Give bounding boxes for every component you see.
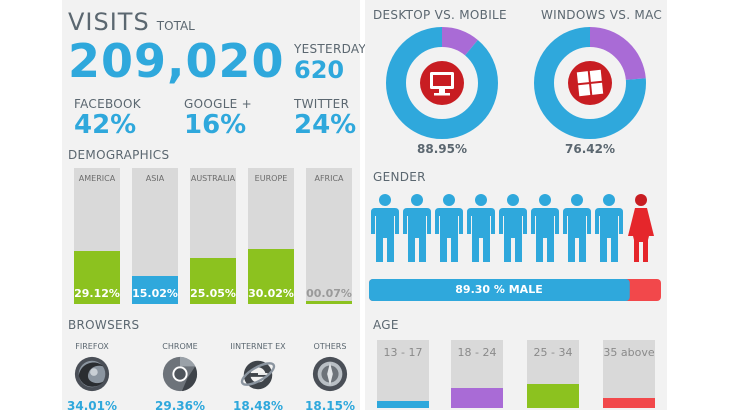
internet-explorer-icon bbox=[240, 360, 276, 390]
male-person-icon bbox=[499, 194, 527, 262]
age-bar-1: 13 - 17 bbox=[377, 340, 429, 408]
browser-chrome-value: 29.36% bbox=[155, 399, 205, 410]
browser-firefox: FIREFOX 34.01% bbox=[62, 342, 122, 410]
visits-total-label: TOTAL bbox=[156, 19, 195, 33]
gender-bar bbox=[369, 279, 661, 301]
demographics-bar-label: AFRICA bbox=[314, 174, 344, 183]
male-person-icon bbox=[371, 194, 399, 262]
browser-others: OTHERS 18.15% bbox=[300, 342, 360, 410]
browser-internet-explorer: IINTERNET EX 18.48% bbox=[228, 342, 288, 410]
twitter-label: TWITTER bbox=[294, 97, 350, 111]
browser-internet-explorer-label: IINTERNET EX bbox=[230, 342, 286, 351]
male-person-icon bbox=[435, 194, 463, 262]
browser-others-label: OTHERS bbox=[313, 342, 347, 351]
demographics-bar-value: 30.02% bbox=[248, 287, 294, 300]
age-bar-3: 25 - 34 bbox=[527, 340, 579, 408]
google-label: GOOGLE + bbox=[184, 97, 253, 111]
windows-mac-donut bbox=[534, 27, 646, 139]
demographics-title: DEMOGRAPHICS bbox=[68, 148, 170, 162]
browser-chrome-label: CHROME bbox=[162, 342, 198, 351]
chrome-icon bbox=[162, 356, 198, 392]
gender-bar-label: 89.30 % MALE bbox=[455, 283, 543, 296]
male-person-icon bbox=[403, 194, 431, 262]
windows-icon-badge bbox=[568, 61, 612, 105]
twitter-value: 24% bbox=[294, 110, 357, 140]
desktop-mobile-value: 88.95% bbox=[417, 142, 467, 156]
browser-firefox-value: 34.01% bbox=[67, 399, 117, 410]
facebook-label: FACEBOOK bbox=[74, 97, 141, 111]
demographics-bar-fill bbox=[74, 250, 120, 304]
age-bar-2: 18 - 24 bbox=[451, 340, 503, 408]
demographics-bar-value: 29.12% bbox=[74, 287, 120, 300]
demographics-bar-europe: EUROPE 30.02% bbox=[248, 168, 294, 304]
right-panel: DESKTOP VS. MOBILE WINDOWS VS. MAC 88.95… bbox=[365, 0, 667, 410]
browser-firefox-label: FIREFOX bbox=[75, 342, 109, 351]
desktop-mobile-title: DESKTOP VS. MOBILE bbox=[373, 8, 507, 22]
windows-mac-value: 76.42% bbox=[565, 142, 615, 156]
age-bar-fill bbox=[603, 397, 655, 408]
demographics-bar-value: 25.05% bbox=[190, 287, 236, 300]
demographics-bar-label: ASIA bbox=[145, 174, 165, 183]
demographics-bar-australia: AUSTRALIA 25.05% bbox=[190, 168, 236, 304]
demographics-bar-value: 15.02% bbox=[132, 287, 178, 300]
male-person-icon bbox=[531, 194, 559, 262]
demographics-bar-africa: AFRICA 00.07% bbox=[306, 168, 352, 304]
age-bar-fill bbox=[377, 401, 429, 408]
gender-title: GENDER bbox=[373, 170, 426, 184]
desktop-monitor-icon bbox=[430, 72, 454, 96]
demographics-bar-asia: ASIA 15.02% bbox=[132, 168, 178, 304]
demographics-bar-america: AMERICA 29.12% bbox=[74, 168, 120, 304]
visits-total-value: 209,020 bbox=[68, 34, 285, 88]
firefox-icon bbox=[74, 356, 110, 392]
browsers-title: BROWSERS bbox=[68, 318, 140, 332]
demographics-bar-fill bbox=[132, 276, 178, 304]
demographics-bar-value: 00.07% bbox=[306, 287, 352, 300]
windows-logo-icon bbox=[576, 69, 604, 97]
demographics-bar-label: EUROPE bbox=[254, 174, 288, 183]
others-browser-icon bbox=[312, 356, 348, 392]
female-person-icon bbox=[628, 194, 654, 262]
age-bar-label: 18 - 24 bbox=[457, 346, 497, 359]
gender-bar-male-segment bbox=[369, 279, 630, 301]
age-bar-label: 13 - 17 bbox=[383, 346, 423, 359]
browser-others-value: 18.15% bbox=[305, 399, 355, 410]
yesterday-value: 620 bbox=[294, 56, 345, 84]
age-bar-4: 35 above bbox=[603, 340, 655, 408]
google-value: 16% bbox=[184, 110, 247, 140]
yesterday-label: YESTERDAY bbox=[294, 42, 367, 56]
desktop-mobile-slice-primary bbox=[386, 27, 498, 139]
visits-title: VISITS bbox=[68, 8, 150, 36]
desktop-mobile-donut bbox=[386, 27, 498, 139]
age-bar-fill bbox=[451, 387, 503, 408]
male-person-icon bbox=[467, 194, 495, 262]
age-bar-label: 25 - 34 bbox=[533, 346, 573, 359]
age-bar-fill bbox=[527, 384, 579, 408]
male-person-icon bbox=[563, 194, 591, 262]
male-person-icon bbox=[595, 194, 623, 262]
windows-mac-slice-primary bbox=[534, 27, 646, 139]
left-panel: VISITS TOTAL 209,020 YESTERDAY 620 FACEB… bbox=[62, 0, 366, 410]
demographics-bar-label: AMERICA bbox=[78, 174, 116, 183]
age-title: AGE bbox=[373, 318, 399, 332]
windows-mac-title: WINDOWS VS. MAC bbox=[541, 8, 663, 22]
demographics-bar-fill bbox=[248, 248, 294, 304]
browser-internet-explorer-value: 18.48% bbox=[233, 399, 283, 410]
demographics-bar-fill bbox=[306, 301, 352, 304]
facebook-value: 42% bbox=[74, 110, 137, 140]
demographics-bar-label: AUSTRALIA bbox=[190, 174, 236, 183]
demographics-bar-fill bbox=[190, 258, 236, 304]
visits-header: VISITS TOTAL bbox=[68, 8, 195, 36]
age-bar-label: 35 above bbox=[603, 346, 655, 359]
browser-chrome: CHROME 29.36% bbox=[150, 342, 210, 410]
